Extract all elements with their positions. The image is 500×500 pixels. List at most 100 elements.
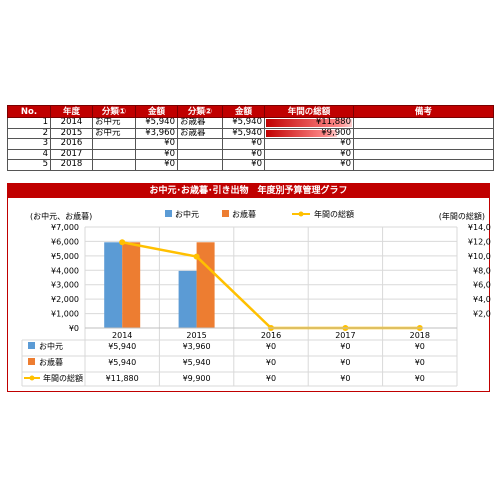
- cell-year[interactable]: 2015: [50, 127, 93, 139]
- cell-amount-2[interactable]: ¥0: [222, 148, 265, 160]
- bar: [178, 270, 197, 328]
- category-label: 2014: [112, 331, 132, 340]
- header-category-1: 分類①: [92, 105, 136, 118]
- data-table-value: ¥0: [340, 342, 350, 351]
- legend-swatch: [222, 210, 229, 217]
- data-table-value: ¥3,960: [183, 342, 211, 351]
- cell-amount-1[interactable]: ¥5,940: [135, 117, 178, 129]
- cell-category-1[interactable]: [92, 148, 136, 160]
- table-header-row: No. 年度 分類① 金額 分類② 金額 年間の総額 備考: [7, 105, 494, 118]
- cell-annual-total[interactable]: ¥0: [264, 159, 354, 171]
- cell-no[interactable]: 1: [7, 117, 51, 129]
- cell-year[interactable]: 2016: [50, 138, 93, 150]
- data-table-value: ¥0: [340, 374, 350, 383]
- cell-year[interactable]: 2017: [50, 148, 93, 160]
- right-tick-label: ¥14,000: [468, 223, 491, 232]
- data-table-value: ¥0: [266, 342, 276, 351]
- cell-annual-total[interactable]: ¥11,880: [264, 117, 354, 129]
- table-row: 5 2018 ¥0 ¥0 ¥0: [7, 159, 494, 171]
- cell-no[interactable]: 3: [7, 138, 51, 150]
- cell-category-2[interactable]: お歳暮: [177, 117, 223, 129]
- chart-title: お中元･お歳暮･引き出物 年度別予算管理グラフ: [8, 184, 489, 198]
- data-table-series-name: 年間の総額: [43, 373, 83, 383]
- data-table-value: ¥9,900: [183, 374, 211, 383]
- data-table-value: ¥11,880: [106, 374, 139, 383]
- right-tick-label: ¥4,000: [473, 295, 491, 304]
- cell-category-1[interactable]: お中元: [92, 127, 136, 139]
- cell-category-1[interactable]: [92, 138, 136, 150]
- header-amount-2: 金額: [222, 105, 265, 118]
- right-tick-label: ¥6,000: [473, 281, 491, 290]
- legend-marker: [298, 211, 304, 217]
- cell-category-1[interactable]: お中元: [92, 117, 136, 129]
- data-table-key: [28, 342, 35, 349]
- cell-amount-2[interactable]: ¥5,940: [222, 127, 265, 139]
- annual-total-value: ¥0: [340, 138, 351, 149]
- cell-annual-total[interactable]: ¥0: [264, 148, 354, 160]
- cell-year[interactable]: 2018: [50, 159, 93, 171]
- cell-notes[interactable]: [353, 159, 494, 171]
- data-table-series-name: お歳暮: [39, 357, 63, 367]
- data-table-value: ¥5,940: [183, 358, 211, 367]
- data-table-key-marker: [29, 375, 35, 381]
- header-year: 年度: [50, 105, 93, 118]
- right-tick-label: ¥10,000: [468, 252, 491, 261]
- header-notes: 備考: [353, 105, 494, 118]
- header-annual-total: 年間の総額: [264, 105, 354, 118]
- line-point: [119, 239, 126, 246]
- cell-amount-2[interactable]: ¥5,940: [222, 117, 265, 129]
- budget-chart[interactable]: ¥0 ¥0 ¥1,000 ¥2,000 ¥2,000 ¥4,000 ¥3,000 ¥6,000…: [8, 184, 491, 393]
- data-table-value: ¥5,940: [108, 358, 136, 367]
- annual-total-value: ¥0: [340, 159, 351, 170]
- table-row: 1 2014 お中元 ¥5,940 お歳暮 ¥5,940 ¥11,880: [7, 117, 494, 129]
- table-row: 3 2016 ¥0 ¥0 ¥0: [7, 138, 494, 150]
- cell-no[interactable]: 2: [7, 127, 51, 139]
- right-tick-label: ¥12,000: [468, 237, 491, 246]
- cell-amount-1[interactable]: ¥0: [135, 148, 178, 160]
- cell-annual-total[interactable]: ¥9,900: [264, 127, 354, 139]
- data-table-value: ¥0: [340, 358, 350, 367]
- annual-total-value: ¥11,880: [315, 117, 351, 128]
- category-label: 2018: [410, 331, 430, 340]
- cell-category-2[interactable]: [177, 159, 223, 171]
- data-table-value: ¥0: [415, 374, 425, 383]
- cell-amount-1[interactable]: ¥0: [135, 159, 178, 171]
- chart-panel[interactable]: ¥0 ¥0 ¥1,000 ¥2,000 ¥2,000 ¥4,000 ¥3,000 ¥6,000…: [7, 183, 491, 393]
- cell-amount-2[interactable]: ¥0: [222, 138, 265, 150]
- header-no: No.: [7, 105, 51, 118]
- cell-amount-2[interactable]: ¥0: [222, 159, 265, 171]
- table-row: 4 2017 ¥0 ¥0 ¥0: [7, 148, 494, 160]
- cell-notes[interactable]: [353, 148, 494, 160]
- cell-amount-1[interactable]: ¥3,960: [135, 127, 178, 139]
- cell-category-2[interactable]: [177, 148, 223, 160]
- header-amount-1: 金額: [135, 105, 178, 118]
- cell-annual-total[interactable]: ¥0: [264, 138, 354, 150]
- cell-notes[interactable]: [353, 138, 494, 150]
- data-table-key: [28, 358, 35, 365]
- cell-category-1[interactable]: [92, 159, 136, 171]
- cell-year[interactable]: 2014: [50, 117, 93, 129]
- cell-category-2[interactable]: [177, 138, 223, 150]
- data-table-series-name: お中元: [39, 341, 63, 351]
- category-label: 2017: [335, 331, 355, 340]
- right-tick-label: ¥2,000: [473, 310, 491, 319]
- bar: [122, 242, 141, 328]
- data-table-value: ¥5,940: [108, 342, 136, 351]
- left-tick-label: ¥1,000: [51, 310, 79, 319]
- cell-no[interactable]: 5: [7, 159, 51, 171]
- left-tick-label: ¥0: [69, 324, 79, 333]
- cell-no[interactable]: 4: [7, 148, 51, 160]
- annual-total-value: ¥9,900: [321, 128, 351, 138]
- legend-label: お歳暮: [232, 209, 256, 219]
- cell-category-2[interactable]: お歳暮: [177, 127, 223, 139]
- data-bar: [266, 119, 352, 127]
- right-tick-label: ¥8,000: [473, 266, 491, 275]
- left-tick-label: ¥3,000: [51, 281, 79, 290]
- data-table-value: ¥0: [266, 358, 276, 367]
- cell-amount-1[interactable]: ¥0: [135, 138, 178, 150]
- left-tick-label: ¥4,000: [51, 266, 79, 275]
- cell-notes[interactable]: [353, 127, 494, 139]
- legend-label: お中元: [175, 209, 199, 219]
- cell-notes[interactable]: [353, 117, 494, 129]
- left-tick-label: ¥2,000: [51, 295, 79, 304]
